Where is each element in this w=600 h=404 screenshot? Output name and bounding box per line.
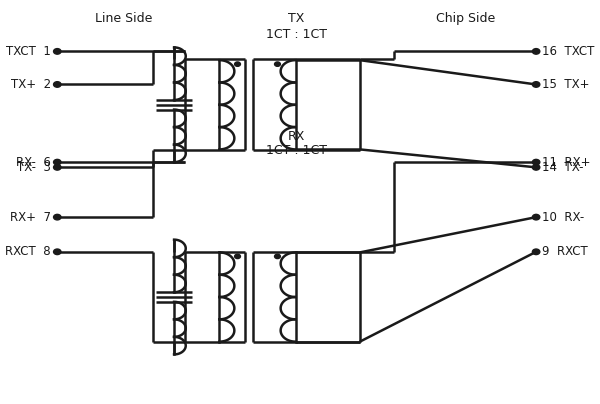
Circle shape — [532, 159, 540, 165]
Text: 9  RXCT: 9 RXCT — [542, 245, 588, 258]
Text: TX: TX — [288, 12, 304, 25]
Circle shape — [53, 164, 61, 170]
Text: RX+  7: RX+ 7 — [10, 210, 51, 224]
Text: 15  TX+: 15 TX+ — [542, 78, 590, 91]
Text: 1CT : 1CT: 1CT : 1CT — [266, 145, 326, 158]
Circle shape — [235, 254, 241, 259]
Circle shape — [235, 62, 241, 66]
Text: TX+  2: TX+ 2 — [11, 78, 51, 91]
Text: RXCT  8: RXCT 8 — [5, 245, 51, 258]
Circle shape — [532, 249, 540, 255]
Text: TXCT  1: TXCT 1 — [6, 45, 51, 58]
Circle shape — [532, 164, 540, 170]
Text: Chip Side: Chip Side — [436, 12, 496, 25]
Text: 1CT : 1CT: 1CT : 1CT — [266, 28, 326, 41]
Text: RX-  6: RX- 6 — [16, 156, 51, 168]
Text: 14  TX-: 14 TX- — [542, 161, 584, 174]
Circle shape — [53, 82, 61, 87]
Circle shape — [53, 249, 61, 255]
Circle shape — [53, 159, 61, 165]
Circle shape — [532, 82, 540, 87]
Circle shape — [275, 254, 280, 259]
Circle shape — [53, 48, 61, 54]
Text: 16  TXCT: 16 TXCT — [542, 45, 595, 58]
Circle shape — [53, 215, 61, 220]
Circle shape — [275, 62, 280, 66]
Text: RX: RX — [287, 130, 305, 143]
Circle shape — [532, 215, 540, 220]
Text: 11  RX+: 11 RX+ — [542, 156, 591, 168]
Text: 10  RX-: 10 RX- — [542, 210, 585, 224]
Text: TX-  3: TX- 3 — [17, 161, 51, 174]
Text: Line Side: Line Side — [95, 12, 152, 25]
Circle shape — [532, 48, 540, 54]
